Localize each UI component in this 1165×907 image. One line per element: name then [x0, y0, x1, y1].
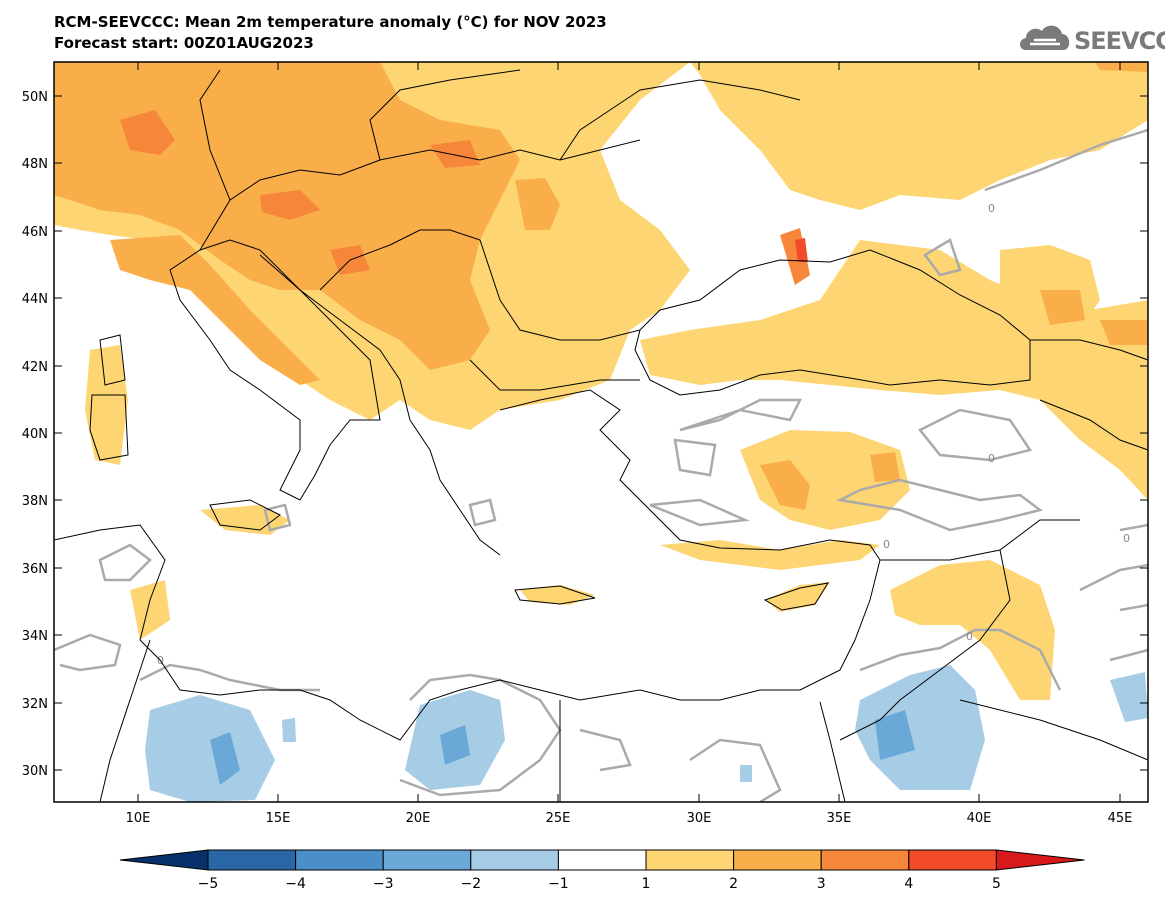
colorbar-label: 3: [817, 876, 826, 892]
anomaly-fill-2-3: [1040, 290, 1085, 325]
anomaly-fill-3-4: [120, 110, 175, 155]
colorbar-label: 5: [992, 876, 1001, 892]
lon-tick-label: 40E: [967, 811, 992, 826]
anomaly-fill-minus-1-minus-2: [855, 665, 985, 790]
colorbar-segment: [557, 849, 647, 871]
anomaly-fill-2-3: [1095, 62, 1148, 72]
anomaly-fill-1-2: [520, 585, 595, 605]
anomaly-fill-3-4: [430, 140, 480, 168]
colorbar-label: 1: [642, 876, 651, 892]
colorbar-label: −1: [548, 876, 569, 892]
anomaly-fill-2-3: [870, 452, 900, 482]
coastlines-borders: [54, 69, 1148, 802]
colorbar-segment: [908, 849, 997, 871]
contour-label: 0: [1123, 532, 1130, 545]
lat-tick-label: 40N: [22, 427, 48, 442]
contour-label: 0: [988, 452, 995, 465]
lon-tick-label: 15E: [266, 811, 291, 826]
anomaly-fill-minus-1-minus-2: [740, 765, 752, 782]
latitude-axis: 50N 48N 46N 44N 42N 40N 38N 36N 34N 32N …: [22, 90, 1148, 779]
lat-tick-label: 32N: [22, 697, 48, 712]
seevccc-logo: SEEVCCC: [1016, 20, 1165, 60]
map-title: RCM-SEEVCCC: Mean 2m temperature anomaly…: [54, 13, 607, 31]
logo-text: SEEVCCC: [1074, 27, 1165, 55]
lat-tick-label: 36N: [22, 562, 48, 577]
lat-tick-label: 48N: [22, 157, 48, 172]
colorbar-label: −4: [285, 876, 306, 892]
contour-label: 0: [988, 202, 995, 215]
map-frame: [53, 61, 1149, 803]
contour-label: 0: [966, 630, 973, 643]
colorbar-label: −3: [373, 876, 394, 892]
anomaly-fill-minus-2-minus-3: [210, 732, 240, 785]
anomaly-fill-1-2: [85, 345, 128, 465]
lon-tick-label: 20E: [406, 811, 431, 826]
lon-tick-label: 10E: [126, 811, 151, 826]
lon-tick-label: 30E: [687, 811, 712, 826]
colorbar-extend-high: [995, 849, 1085, 871]
colorbar-label: −2: [460, 876, 481, 892]
anomaly-fill-2-3: [1100, 320, 1148, 345]
anomaly-fill-minus-1-minus-2: [282, 718, 296, 742]
colorbar: −5 −4 −3 −2 −1 1 2 3 4 5: [119, 849, 1085, 892]
lat-tick-label: 42N: [22, 360, 48, 375]
contour-label: 0: [883, 538, 890, 551]
anomaly-fill-3-4: [260, 190, 320, 220]
anomaly-fill-minus-1-minus-2: [145, 695, 275, 802]
colorbar-segment: [295, 849, 384, 871]
colorbar-segment: [645, 849, 735, 871]
lon-tick-label: 25E: [546, 811, 571, 826]
longitude-axis: 10E 15E 20E 25E 30E 35E 40E 45E: [126, 62, 1133, 826]
colorbar-segment: [733, 849, 822, 871]
colorbar-label: 4: [904, 876, 913, 892]
anomaly-fill-2-3: [515, 178, 560, 230]
cloud-icon: [1020, 25, 1070, 50]
anomaly-fill-minus-1-minus-2: [1110, 672, 1148, 722]
anomaly-fill-1-2: [200, 505, 290, 535]
lon-tick-label: 35E: [827, 811, 852, 826]
colorbar-extend-low: [119, 849, 209, 871]
lon-tick-label: 45E: [1108, 811, 1133, 826]
lat-tick-label: 34N: [22, 629, 48, 644]
colorbar-segment: [207, 849, 297, 871]
colorbar-label: 2: [729, 876, 738, 892]
anomaly-fill-minus-2-minus-3: [440, 725, 470, 765]
anomaly-fill-1-2: [130, 580, 170, 640]
colorbar-label: −5: [198, 876, 219, 892]
lat-tick-label: 30N: [22, 764, 48, 779]
forecast-start-label: Forecast start: 00Z01AUG2023: [54, 34, 314, 52]
anomaly-fill-2-3: [760, 460, 810, 510]
colorbar-segment: [470, 849, 559, 871]
lat-tick-label: 46N: [22, 225, 48, 240]
lat-tick-label: 50N: [22, 90, 48, 105]
anomaly-fill-4-5: [795, 238, 808, 262]
anomaly-fill-2-3: [110, 235, 320, 385]
lat-tick-label: 38N: [22, 494, 48, 509]
colorbar-segment: [820, 849, 910, 871]
colorbar-segment: [382, 849, 472, 871]
anomaly-fill-minus-2-minus-3: [875, 710, 915, 760]
lat-tick-label: 44N: [22, 292, 48, 307]
